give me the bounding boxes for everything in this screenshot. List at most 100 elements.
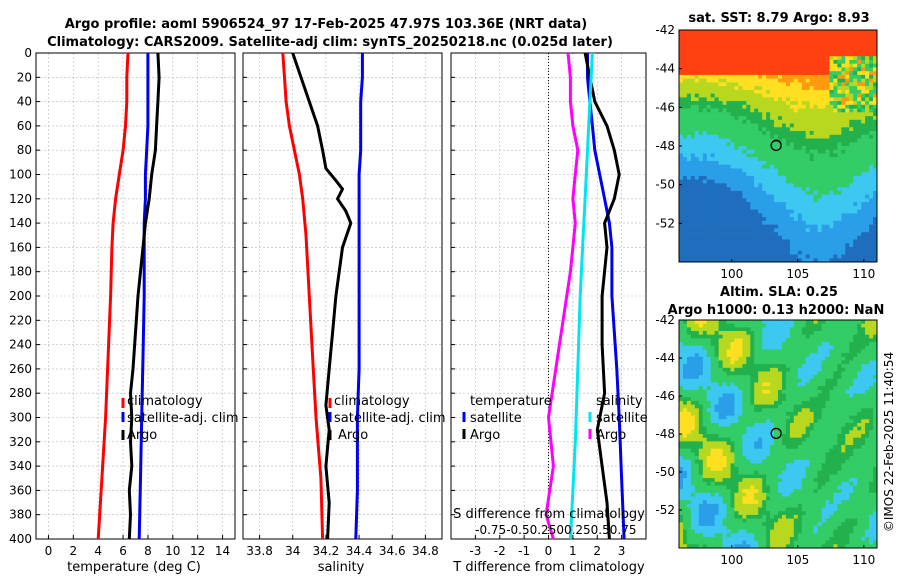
legend-s-argo: Argo [596, 428, 626, 443]
map-cell [770, 415, 775, 420]
map-cell [778, 56, 783, 61]
map-cell [817, 419, 822, 424]
map-cell [686, 331, 692, 336]
map-cell [825, 45, 830, 50]
map-cell [865, 327, 870, 332]
map-cell [714, 434, 719, 439]
map-cell [734, 345, 739, 350]
map-cell [762, 48, 767, 53]
map-cell [679, 119, 684, 124]
map-cell [857, 205, 862, 210]
map-cell [849, 320, 854, 325]
map-cell [845, 338, 850, 343]
map-cell [857, 334, 862, 339]
map-cell [853, 119, 858, 124]
map-cell [742, 187, 747, 192]
map-cell [778, 224, 783, 229]
map-cell [837, 89, 842, 94]
map-cell [718, 342, 723, 347]
map-cell [686, 367, 692, 372]
map-cell [683, 74, 688, 79]
map-cell [833, 345, 838, 350]
map-cell [758, 116, 763, 121]
map-cell [726, 161, 731, 166]
map-cell [809, 247, 815, 252]
map-cell [805, 430, 811, 435]
map-cell [694, 131, 700, 136]
map-cell [690, 367, 696, 372]
map-cell [793, 93, 799, 98]
map-cell [841, 415, 846, 420]
map-cell [833, 364, 838, 369]
map-cell [774, 123, 779, 128]
map-cell [782, 153, 787, 158]
map-cell [805, 349, 811, 354]
map-cell [789, 104, 795, 109]
map-cell [805, 179, 811, 184]
map-cell [805, 235, 811, 240]
map-cell [698, 345, 704, 350]
map-cell [793, 400, 799, 405]
map-cell [869, 320, 874, 325]
map-cell [865, 334, 870, 339]
map-cell [873, 89, 878, 94]
map-cell [801, 353, 807, 358]
map-cell [849, 404, 854, 409]
map-cell [702, 112, 708, 117]
map-cell [841, 108, 846, 113]
map-cell [801, 232, 807, 237]
map-cell [766, 131, 771, 136]
map-cell [793, 320, 799, 325]
map-cell [849, 30, 854, 35]
map-cell [861, 371, 866, 376]
map-cell [801, 45, 807, 50]
map-cell [785, 327, 791, 332]
map-cell [742, 59, 747, 64]
map-cell [861, 190, 866, 195]
map-cell [758, 254, 763, 259]
map-cell [746, 323, 751, 328]
map-cell [679, 202, 684, 207]
map-cell [734, 198, 739, 203]
map-cell [746, 327, 751, 332]
map-cell [817, 213, 822, 218]
map-cell [817, 205, 822, 210]
map-cell [718, 45, 723, 50]
map-cell [706, 382, 712, 387]
map-cell [865, 209, 870, 214]
map-cell [718, 198, 723, 203]
map-cell [762, 371, 767, 376]
map-cell [789, 119, 795, 124]
map-cell [829, 327, 834, 332]
map-cell [849, 327, 854, 332]
series-line-s-argo [544, 52, 580, 540]
map-cell [801, 134, 807, 139]
map-cell [829, 258, 834, 263]
map-cell [774, 415, 779, 420]
map-cell [833, 430, 838, 435]
map-cell [754, 371, 759, 376]
map-cell [805, 213, 811, 218]
salinity-legend: climatology satellite-adj. clim Argo [328, 394, 446, 443]
map-cell [683, 338, 688, 343]
map-cell [679, 127, 684, 132]
map-cell [853, 56, 858, 61]
map-cell [766, 220, 771, 225]
map-cell [865, 37, 870, 42]
map-cell [679, 404, 684, 409]
map-cell [754, 400, 759, 405]
map-cell [770, 172, 775, 177]
map-cell [754, 232, 759, 237]
map-cell [873, 119, 878, 124]
map-cell [706, 153, 712, 158]
map-cell [801, 97, 807, 102]
map-cell [865, 400, 870, 405]
map-cell [801, 320, 807, 325]
map-cell [706, 97, 712, 102]
map-cell [754, 183, 759, 188]
map-cell [782, 345, 787, 350]
map-cell [782, 63, 787, 68]
map-cell [702, 437, 708, 442]
map-cell [793, 327, 799, 332]
map-cell [782, 205, 787, 210]
